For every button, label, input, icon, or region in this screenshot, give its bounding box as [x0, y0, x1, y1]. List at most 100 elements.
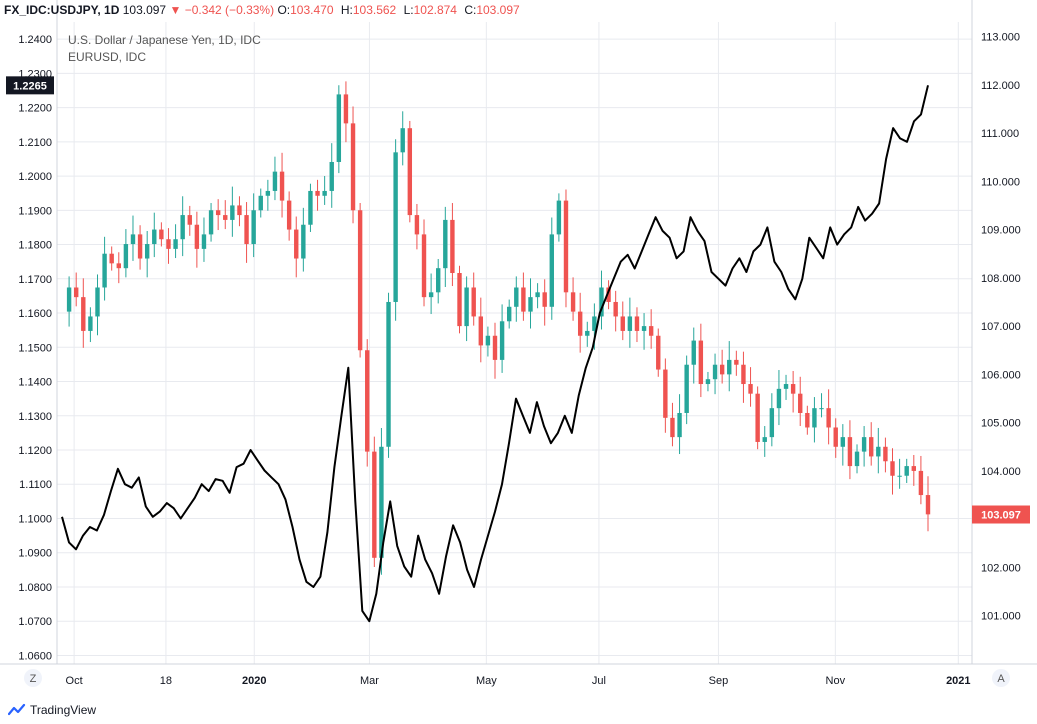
candle-body [634, 316, 640, 331]
candle-body [443, 219, 448, 269]
candle-body [599, 287, 604, 317]
candle-body [904, 466, 909, 476]
x-axis-tick-label: Jul [592, 675, 606, 687]
candle-body [748, 384, 753, 394]
candle-body [620, 316, 625, 331]
candle-body [485, 335, 491, 346]
candle-body [286, 200, 292, 230]
candle-body [712, 364, 718, 380]
axes: 1.24001.23001.22001.21001.20001.19001.18… [0, 0, 1037, 687]
right-axis-tick-label: 104.000 [981, 466, 1021, 478]
candle-body [826, 408, 831, 428]
candle-body [152, 229, 157, 245]
candle-body [265, 190, 271, 196]
candle-body [769, 408, 775, 438]
candle-body [137, 234, 143, 259]
candle-body [641, 326, 647, 331]
left-axis-tick-label: 1.1200 [18, 445, 52, 457]
candle-body [279, 171, 285, 201]
legend-compare-series[interactable]: EURUSD, IDC [68, 50, 147, 64]
low-label: L: [403, 3, 414, 17]
candle-body [847, 437, 853, 467]
candle-body [372, 451, 377, 558]
candle-body [450, 219, 455, 274]
candle-body [890, 461, 895, 476]
candle-body [833, 427, 838, 447]
x-axis-tick-label: Sep [709, 675, 729, 687]
candle-body [783, 384, 789, 389]
candle-body [911, 466, 917, 471]
z-axis-scale-button-label: Z [30, 673, 37, 685]
right-axis-tick-label: 110.000 [981, 176, 1020, 188]
open-label: O: [277, 3, 291, 17]
candle-body [499, 321, 505, 360]
candle-body [223, 215, 228, 220]
candle-body [436, 268, 441, 293]
open-value: 103.470 [290, 3, 334, 17]
left-axis-tick-label: 1.2100 [18, 137, 52, 149]
candle-body [556, 200, 562, 235]
left-axis-tick-label: 1.0800 [18, 582, 52, 594]
candle-body [656, 335, 661, 370]
candle-body [506, 306, 512, 322]
candle-body [741, 364, 746, 385]
candle-body [400, 128, 405, 153]
left-axis-tick-label: 1.1000 [18, 513, 52, 525]
right-axis-tick-label: 108.000 [981, 273, 1021, 285]
auto-scale-button[interactable] [992, 669, 1010, 687]
legend-main-series[interactable]: U.S. Dollar / Japanese Yen, 1D, IDC [68, 33, 261, 47]
candle-body [677, 412, 682, 438]
candle-body [854, 451, 860, 467]
candle-body [88, 316, 93, 331]
left-axis-tick-label: 1.1100 [19, 479, 52, 491]
left-axis-tick-label: 1.1900 [18, 205, 52, 217]
candle-body [230, 205, 235, 220]
tradingview-brand[interactable]: TradingView [8, 703, 96, 717]
candle-body [691, 340, 696, 365]
eurusd-line [61, 85, 929, 623]
candle-body [876, 446, 881, 457]
left-axis-tick-label: 1.1700 [18, 274, 52, 286]
candle-body [95, 287, 100, 317]
right-current-badge [972, 505, 1030, 524]
candle-body [393, 152, 398, 302]
candle-body [194, 224, 200, 249]
candle-body [570, 292, 576, 312]
candle-body [272, 171, 278, 191]
candle-body [350, 123, 356, 211]
candle-body [237, 205, 242, 216]
candle-body [173, 239, 178, 249]
last-price: 103.097 [122, 3, 167, 17]
left-axis-tick-label: 1.2400 [18, 34, 52, 46]
candle-body [705, 379, 711, 385]
left-axis-tick-label: 1.2000 [18, 171, 52, 183]
candle-body [698, 340, 704, 385]
candle-body [166, 239, 171, 249]
right-axis-tick-label: 113.000 [981, 31, 1020, 43]
candle-body [215, 210, 221, 216]
candle-body [606, 287, 611, 302]
right-axis-tick-label: 107.000 [981, 321, 1021, 333]
candle-body [812, 408, 817, 428]
candle-body [549, 234, 554, 307]
candle-body [471, 287, 476, 317]
right-axis-tick-label: 112.000 [981, 80, 1020, 92]
symbol-name[interactable]: FX_IDC:USDJPY, 1D [4, 3, 120, 17]
left-axis-tick-label: 1.2200 [18, 103, 52, 115]
close-value: 103.097 [476, 3, 520, 17]
candle-body [357, 210, 363, 351]
z-axis-scale-button[interactable] [24, 669, 42, 687]
candle-body [66, 287, 72, 312]
candle-body [776, 388, 782, 409]
candle-body [109, 253, 114, 264]
candle-body [719, 364, 725, 375]
candle-body [187, 215, 192, 225]
candle-body [925, 495, 931, 515]
candle-body [329, 161, 334, 191]
candle-body [81, 297, 86, 331]
left-current-badge [6, 76, 54, 95]
high-value: 103.562 [352, 3, 397, 17]
candle-body [73, 287, 79, 298]
